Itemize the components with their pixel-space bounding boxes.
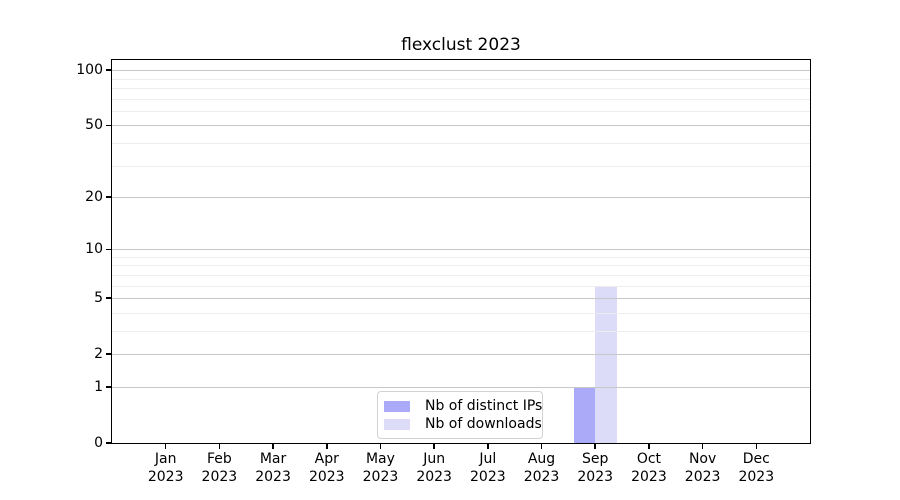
gridline-minor (112, 98, 810, 100)
x-axis-tick (164, 443, 167, 449)
y-axis-tick-label: 50 (85, 117, 103, 134)
gridline-minor (112, 265, 810, 267)
y-axis-tick-label: 5 (94, 290, 103, 307)
gridline-minor (112, 110, 810, 112)
legend: Nb of distinct IPs Nb of downloads (377, 391, 543, 439)
y-axis-tick (106, 248, 112, 250)
gridline-major (112, 354, 810, 356)
gridline-major (112, 249, 810, 251)
x-axis-tick (379, 443, 382, 449)
x-axis-tick (218, 443, 221, 449)
x-axis-tick (326, 443, 328, 449)
chart-title: flexclust 2023 (401, 35, 521, 55)
gridline-minor (112, 330, 810, 332)
gridline-minor (112, 274, 810, 276)
gridline-major (112, 125, 810, 127)
x-axis-tick-label: Dec 2023 (738, 451, 775, 485)
x-axis-tick-label: Apr 2023 (308, 451, 345, 485)
x-axis-tick-label: Feb 2023 (201, 451, 238, 485)
y-axis-tick-label: 100 (76, 62, 103, 79)
y-axis-tick-label: 0 (94, 435, 103, 451)
x-axis-tick (755, 443, 758, 449)
x-axis-tick (433, 443, 435, 449)
gridline-minor (112, 285, 810, 287)
y-axis-tick (106, 353, 112, 355)
legend-label-downloads: Nb of downloads (425, 416, 542, 432)
x-axis-tick-label: Aug 2023 (523, 451, 560, 485)
gridline-major (112, 386, 810, 388)
x-axis-tick-label: May 2023 (362, 451, 399, 485)
y-axis-tick (106, 297, 112, 299)
y-axis-tick (106, 124, 112, 127)
gridline-minor (112, 142, 810, 144)
gridline-major (112, 197, 810, 198)
x-axis-tick-label: Jul 2023 (470, 451, 506, 485)
x-axis-tick-label: Mar 2023 (255, 451, 291, 485)
y-axis-tick (106, 69, 112, 71)
y-axis-tick-label: 2 (94, 346, 103, 363)
x-axis-tick-label: Jun 2023 (416, 451, 452, 485)
legend-item-distinct-ips: Nb of distinct IPs (384, 397, 542, 415)
x-axis-tick-label: Oct 2023 (631, 451, 667, 485)
y-axis-tick (106, 442, 112, 444)
x-axis-tick (272, 443, 274, 449)
bar-distinct-ips (573, 386, 596, 443)
gridline-major (112, 298, 810, 300)
y-axis-tick (106, 196, 112, 198)
gridline-minor (112, 78, 810, 80)
gridline-minor (112, 256, 810, 258)
x-axis-tick-label: Jan 2023 (147, 451, 184, 485)
legend-label-distinct-ips: Nb of distinct IPs (425, 398, 543, 414)
gridline-minor (112, 312, 810, 314)
x-axis-tick (487, 443, 489, 449)
legend-item-downloads: Nb of downloads (384, 415, 542, 433)
gridline-major (112, 70, 810, 72)
x-axis-tick-label: Nov 2023 (684, 451, 721, 485)
y-axis-tick (106, 386, 112, 388)
y-axis-tick-label: 10 (85, 241, 103, 258)
gridline-minor (112, 165, 810, 167)
legend-swatch-distinct-ips (384, 400, 410, 412)
x-axis-tick (540, 443, 543, 449)
y-axis-tick-label: 1 (94, 378, 103, 395)
x-axis-tick-label: Sep 2023 (577, 451, 614, 485)
bar-downloads (595, 285, 617, 443)
x-axis-tick (648, 443, 650, 449)
x-axis-tick (594, 443, 596, 449)
gridline-minor (112, 87, 810, 89)
y-axis-tick-label: 20 (85, 189, 103, 205)
x-axis-tick (701, 443, 704, 449)
legend-swatch-downloads (384, 418, 410, 430)
